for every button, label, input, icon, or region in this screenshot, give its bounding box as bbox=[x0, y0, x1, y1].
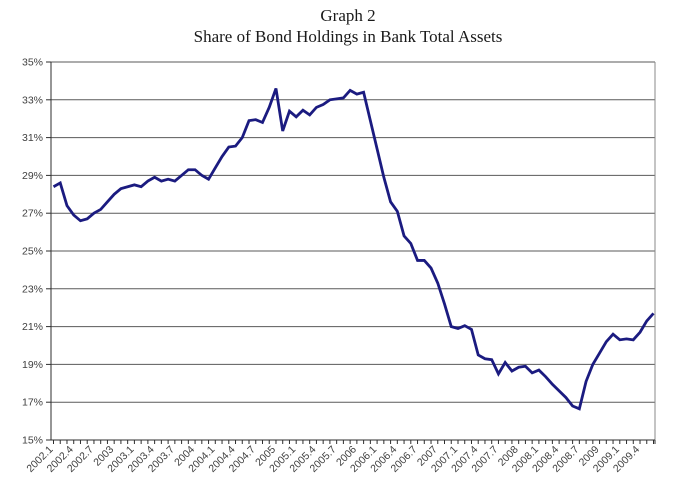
y-axis-label: 15% bbox=[22, 435, 43, 447]
y-axis-label: 29% bbox=[22, 170, 43, 182]
chart-title: Graph 2 bbox=[320, 6, 375, 25]
y-axis-label: 31% bbox=[22, 132, 43, 144]
chart-subtitle: Share of Bond Holdings in Bank Total Ass… bbox=[194, 27, 503, 46]
y-axis-label: 17% bbox=[22, 397, 43, 409]
y-axis-label: 19% bbox=[22, 359, 43, 371]
y-axis-label: 25% bbox=[22, 246, 43, 258]
plot-area: 15%17%19%21%23%25%27%29%31%33%35%2002.12… bbox=[22, 57, 656, 475]
y-axis-label: 35% bbox=[22, 57, 43, 69]
y-axis-label: 23% bbox=[22, 283, 43, 295]
y-axis-label: 27% bbox=[22, 208, 43, 220]
y-axis-label: 21% bbox=[22, 321, 43, 333]
y-axis-label: 33% bbox=[22, 94, 43, 106]
data-line bbox=[52, 87, 655, 411]
